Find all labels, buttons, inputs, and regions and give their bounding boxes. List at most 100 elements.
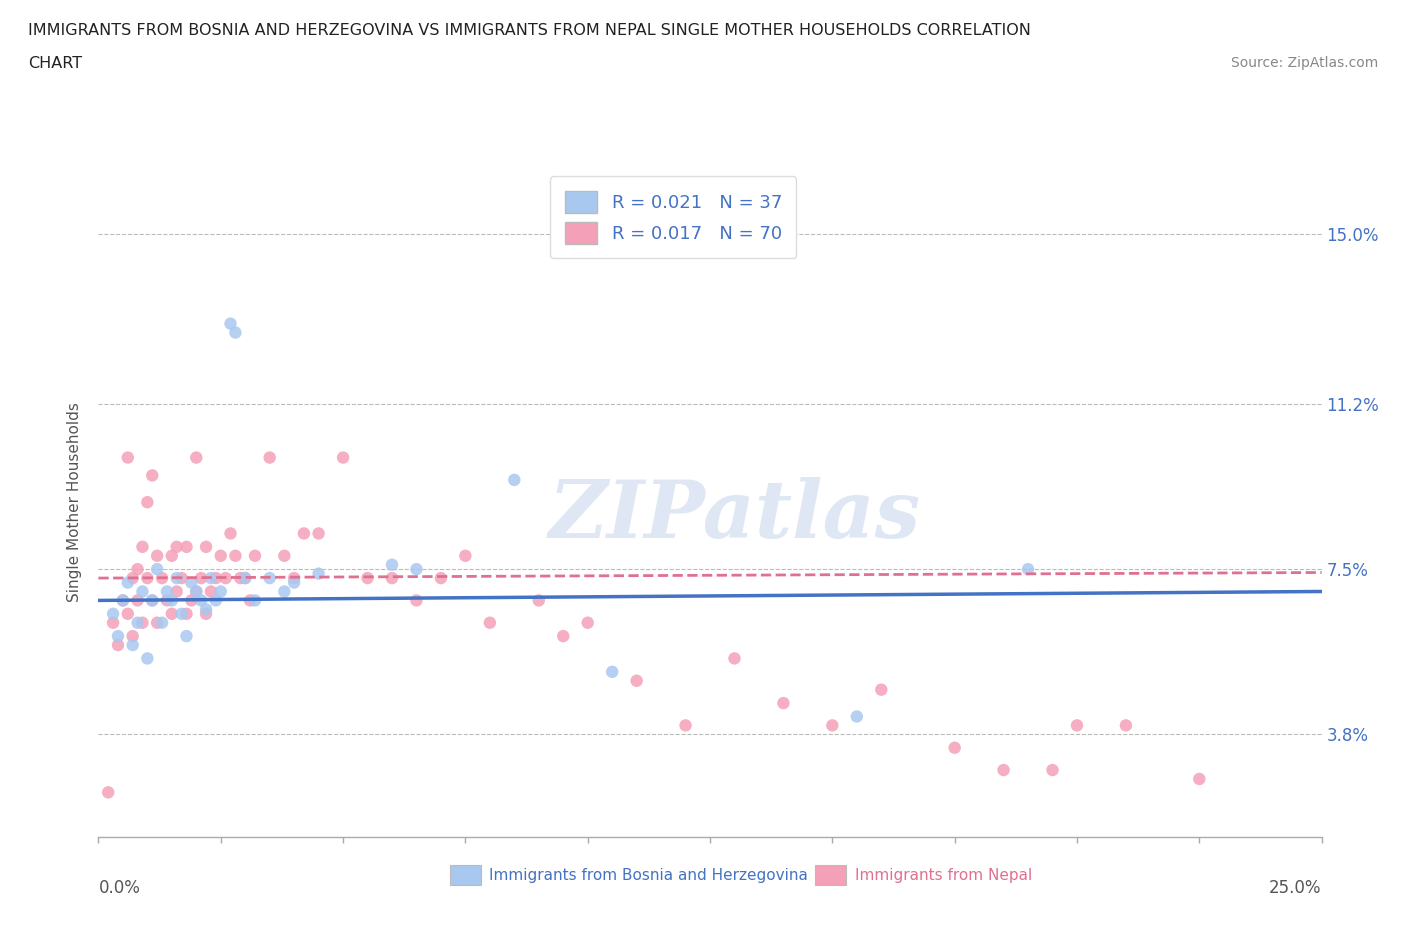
Point [273, 549, 295, 564]
Point [107, 629, 129, 644]
Point [160, 549, 183, 564]
Point [186, 584, 208, 599]
Point [127, 616, 149, 631]
Text: IMMIGRANTS FROM BOSNIA AND HERZEGOVINA VS IMMIGRANTS FROM NEPAL SINGLE MOTHER HO: IMMIGRANTS FROM BOSNIA AND HERZEGOVINA V… [28, 23, 1031, 38]
Point [870, 683, 893, 698]
Point [205, 593, 228, 608]
Point [141, 593, 163, 608]
Point [180, 575, 202, 590]
Point [1115, 718, 1137, 733]
Point [243, 593, 266, 608]
Point [259, 450, 281, 465]
Point [503, 472, 526, 487]
Point [121, 571, 143, 586]
Point [156, 584, 179, 599]
Point [233, 571, 256, 586]
Text: CHART: CHART [28, 56, 82, 71]
Point [117, 606, 139, 621]
Point [1066, 718, 1088, 733]
Point [821, 718, 844, 733]
Point [259, 571, 281, 586]
Point [121, 638, 143, 653]
Point [993, 763, 1015, 777]
Point [845, 709, 868, 724]
Point [233, 571, 256, 586]
Point [195, 539, 218, 554]
Point [1017, 562, 1039, 577]
Point [146, 616, 169, 631]
Text: ZIPatlas: ZIPatlas [548, 477, 921, 554]
Point [141, 593, 163, 608]
Point [166, 571, 188, 586]
Point [283, 571, 305, 586]
Point [160, 606, 183, 621]
Point [219, 316, 242, 331]
Point [219, 526, 242, 541]
Point [195, 602, 218, 617]
Point [229, 571, 252, 586]
Point [454, 549, 477, 564]
Point [131, 539, 153, 554]
Point [136, 495, 159, 510]
Point [170, 606, 193, 621]
Point [127, 593, 149, 608]
Point [121, 629, 143, 644]
Point [127, 562, 149, 577]
Point [214, 571, 236, 586]
Point [405, 593, 427, 608]
Point [239, 593, 262, 608]
Point [600, 664, 623, 679]
Point [166, 539, 188, 554]
Point [166, 584, 188, 599]
Point [626, 673, 648, 688]
Text: Immigrants from Nepal: Immigrants from Nepal [855, 868, 1032, 883]
Point [308, 526, 330, 541]
Point [576, 616, 599, 631]
Point [675, 718, 697, 733]
Point [150, 616, 173, 631]
Point [224, 326, 246, 340]
Point [381, 557, 404, 572]
Text: 25.0%: 25.0% [1270, 879, 1322, 897]
Y-axis label: Single Mother Households: Single Mother Households [67, 403, 83, 602]
Point [308, 566, 330, 581]
Point [478, 616, 501, 631]
Point [176, 606, 198, 621]
Point [430, 571, 453, 586]
Point [101, 616, 124, 631]
Point [141, 468, 163, 483]
Point [200, 584, 222, 599]
Point [146, 562, 169, 577]
Point [405, 562, 427, 577]
Point [381, 571, 404, 586]
Point [111, 593, 134, 608]
Legend: R = 0.021   N = 37, R = 0.017   N = 70: R = 0.021 N = 37, R = 0.017 N = 70 [550, 177, 796, 259]
Point [292, 526, 315, 541]
Point [723, 651, 745, 666]
Point [209, 549, 232, 564]
Point [186, 584, 208, 599]
Point [209, 584, 232, 599]
Point [156, 593, 179, 608]
Point [527, 593, 550, 608]
Point [131, 584, 153, 599]
Point [200, 571, 222, 586]
Point [170, 571, 193, 586]
Point [224, 549, 246, 564]
Point [273, 584, 295, 599]
Point [943, 740, 966, 755]
Point [180, 593, 202, 608]
Point [111, 593, 134, 608]
Point [283, 575, 305, 590]
Point [136, 651, 159, 666]
Point [1042, 763, 1064, 777]
Point [186, 450, 208, 465]
Point [332, 450, 354, 465]
Point [107, 638, 129, 653]
Point [150, 571, 173, 586]
Point [176, 539, 198, 554]
Point [190, 571, 212, 586]
Point [356, 571, 378, 586]
Point [190, 593, 212, 608]
Point [117, 450, 139, 465]
